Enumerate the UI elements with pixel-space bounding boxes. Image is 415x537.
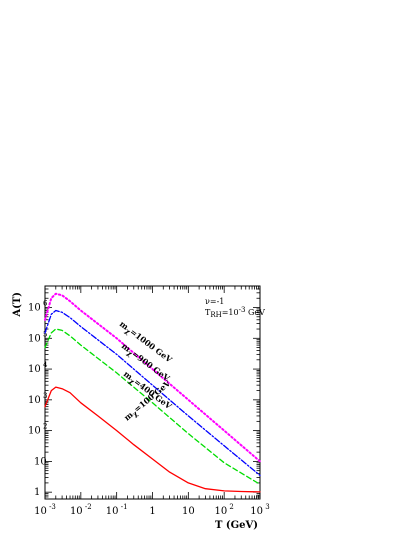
y-tick-label: 1 — [34, 487, 40, 498]
x-tick-label: 10 -1 — [106, 503, 128, 517]
y-tick-label: 10 2 — [28, 423, 47, 437]
y-tick-label: 10 3 — [28, 392, 47, 406]
y-axis-title: A(T) — [12, 292, 23, 318]
y-tick-label: 10 5 — [28, 330, 47, 344]
x-tick-label: 10 -2 — [70, 503, 92, 517]
x-tick-label: 10 — [182, 506, 195, 517]
series-line-1 — [44, 309, 261, 477]
series-line-2 — [44, 328, 261, 485]
x-axis-title: T (GeV) — [215, 520, 258, 531]
series-group — [44, 292, 261, 493]
annotation-trh: TRH=10-3 GeV — [205, 306, 265, 319]
y-tick-label: 10 6 — [28, 300, 48, 314]
x-tick-label: 10 -3 — [34, 503, 56, 517]
y-tick-labels: 1 10 10 2 10 3 10 4 10 5 10 6 — [28, 300, 48, 499]
y-tick-label: 10 4 — [28, 361, 48, 375]
x-tick-label: 10 2 — [214, 503, 233, 517]
x-tick-label: 1 — [149, 506, 155, 517]
x-tick-label: 10 3 — [250, 503, 269, 517]
series-line-0 — [44, 292, 261, 463]
x-tick-labels: 10 -3 10 -2 10 -1 1 10 10 2 10 3 — [34, 503, 270, 517]
series-line-3 — [44, 386, 261, 493]
annotation-nu: ν=-1 — [205, 297, 224, 306]
y-tick-label: 10 — [34, 456, 47, 467]
